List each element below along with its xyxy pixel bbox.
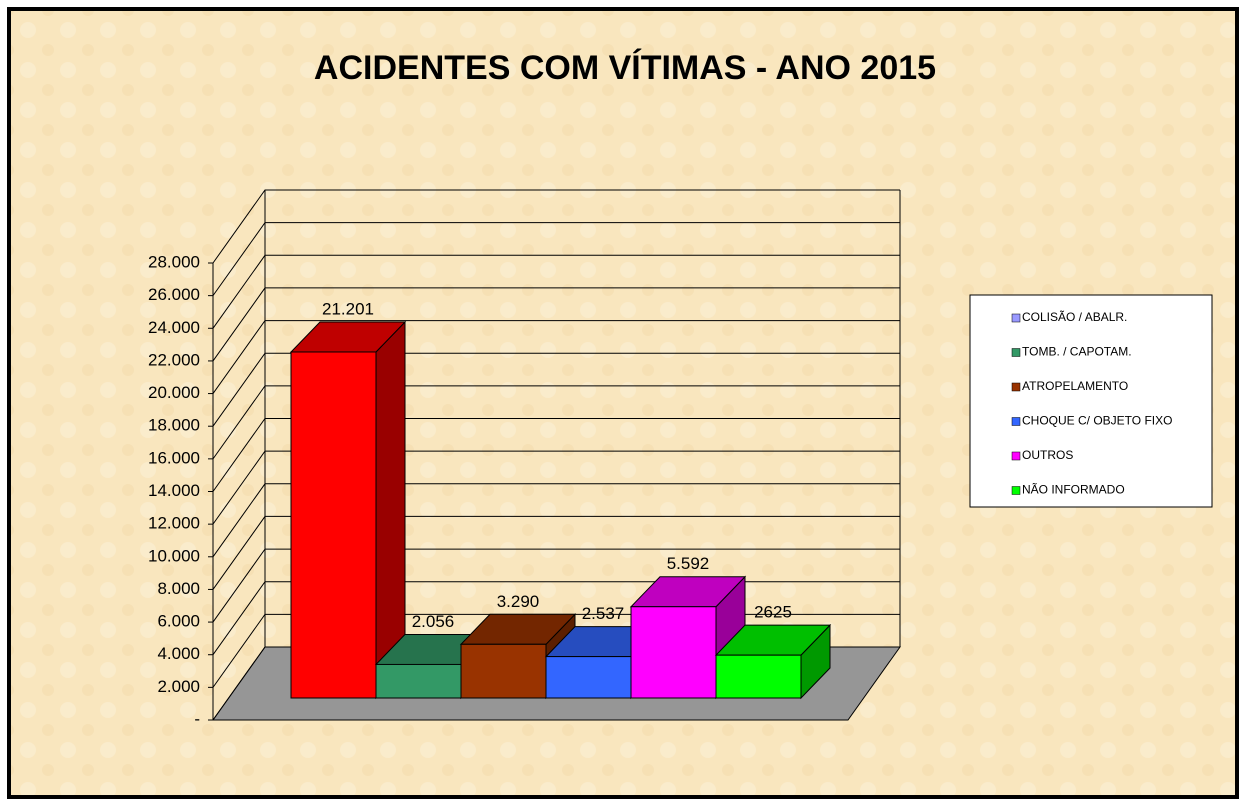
y-tick-label: 12.000 xyxy=(148,514,200,533)
grid-line xyxy=(212,385,900,460)
data-label: 2.056 xyxy=(412,612,455,631)
grid-line xyxy=(212,189,900,264)
grid-line xyxy=(212,483,900,558)
grid-line xyxy=(212,450,900,525)
y-tick-label: 22.000 xyxy=(148,350,200,369)
legend-swatch xyxy=(1011,348,1021,357)
legend xyxy=(969,294,1213,508)
legend-swatch xyxy=(1011,313,1021,323)
bar xyxy=(290,351,377,699)
y-tick-label: 2.000 xyxy=(157,677,200,696)
data-label: 5.592 xyxy=(667,554,710,573)
legend-label: NÃO INFORMADO xyxy=(1022,483,1125,497)
data-label: 2625 xyxy=(754,603,792,622)
bar xyxy=(375,663,462,699)
bar xyxy=(460,643,547,699)
y-tick-label: 16.000 xyxy=(148,448,200,467)
grid-line xyxy=(212,418,900,492)
grid-line xyxy=(212,254,900,329)
legend-label: COLISÃO / ABALR. xyxy=(1022,310,1127,324)
y-tick-label: 10.000 xyxy=(148,546,200,565)
data-label: 3.290 xyxy=(497,592,540,611)
data-label: 2.537 xyxy=(582,604,625,623)
grid-line xyxy=(212,548,900,623)
grid-line xyxy=(212,352,900,427)
data-label: 21.201 xyxy=(322,299,374,318)
bar xyxy=(545,656,632,699)
y-tick-label: 20.000 xyxy=(148,383,200,402)
y-tick-label: - xyxy=(194,709,200,728)
y-tick-label: 6.000 xyxy=(157,612,200,631)
bar xyxy=(630,606,717,699)
y-tick-label: 4.000 xyxy=(157,644,200,663)
y-tick-label: 18.000 xyxy=(148,416,200,435)
legend-label: CHOQUE C/ OBJETO FIXO xyxy=(1022,414,1172,428)
grid-line xyxy=(212,222,900,296)
grid-line xyxy=(212,515,900,590)
legend-label: ATROPELAMENTO xyxy=(1022,379,1128,393)
y-tick-label: 26.000 xyxy=(148,285,200,304)
chart-title: ACIDENTES COM VÍTIMAS - ANO 2015 xyxy=(314,49,936,87)
y-tick-label: 8.000 xyxy=(157,579,200,598)
legend-label: TOMB. / CAPOTAM. xyxy=(1022,345,1132,359)
y-tick-label: 24.000 xyxy=(148,318,200,337)
grid-line xyxy=(212,320,900,394)
legend-label: OUTROS xyxy=(1022,448,1073,462)
y-tick-label: 28.000 xyxy=(148,252,200,271)
legend-swatch xyxy=(1011,451,1021,461)
legend-swatch xyxy=(1011,486,1021,495)
legend-swatch xyxy=(1011,382,1021,392)
y-tick-label: 14.000 xyxy=(148,481,200,500)
grid-line xyxy=(212,287,900,362)
bar xyxy=(715,654,802,699)
legend-swatch xyxy=(1011,417,1021,426)
